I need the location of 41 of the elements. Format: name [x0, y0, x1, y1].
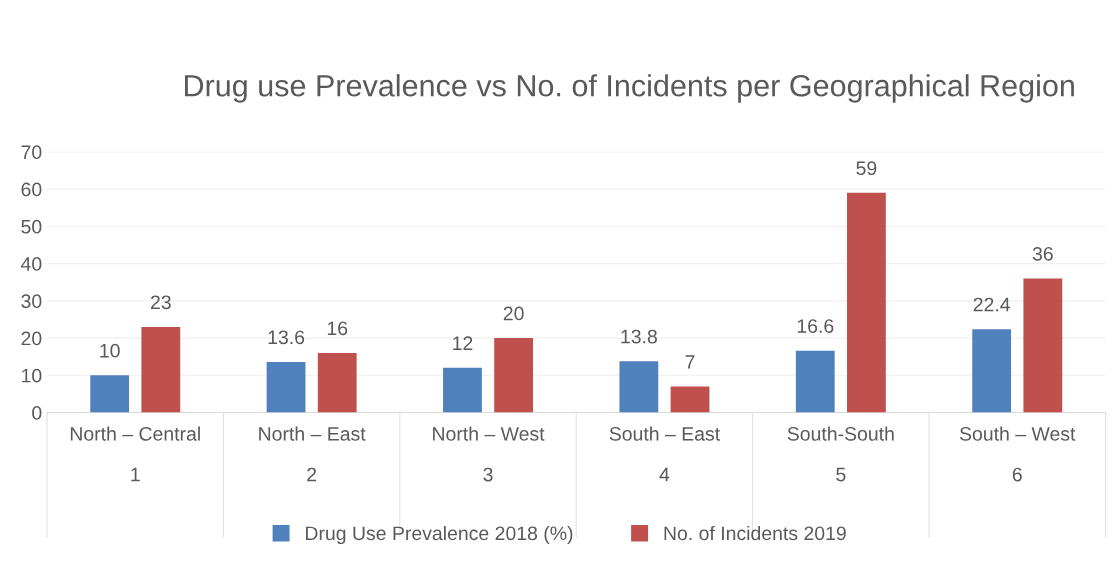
bar: [1023, 278, 1063, 413]
category-label: South – West 6: [959, 426, 1076, 482]
bar: [847, 192, 886, 413]
data-label: 16: [327, 321, 348, 336]
bar: [972, 329, 1012, 413]
data-label: 23: [150, 295, 171, 310]
y-tick-label: 40: [21, 257, 42, 271]
category-label: North – West 3: [433, 426, 545, 482]
data-label: 36: [1032, 246, 1053, 261]
category-label: South-South 5: [787, 426, 894, 482]
bar: [670, 386, 710, 413]
y-tick-label: 20: [21, 331, 42, 346]
legend-label: Drug Use Prevalence 2018 (%): [306, 525, 573, 545]
bar: [90, 375, 130, 413]
chart-title: Drug use Prevalence vs No. of Incidents per Geographical Region: [185, 74, 1074, 103]
data-label: 13.8: [621, 329, 657, 344]
y-tick-label: 50: [21, 219, 42, 234]
data-label: 22.4: [973, 297, 1011, 312]
data-label: 7: [685, 355, 695, 369]
legend-label: No. of Incidents 2019: [664, 525, 846, 541]
data-label: 12: [453, 336, 473, 350]
data-label: 16.6: [797, 319, 834, 333]
category-label: South – East 4: [609, 426, 720, 482]
data-label: 20: [503, 306, 524, 321]
data-label: 10: [100, 343, 120, 358]
category-label: North – Central 1: [70, 426, 200, 482]
bar: [141, 326, 181, 413]
y-tick-label: 70: [21, 145, 42, 160]
y-tick-label: 60: [21, 182, 42, 197]
data-label: 13.6: [268, 330, 305, 345]
bar: [619, 361, 659, 413]
bar: [494, 338, 534, 413]
y-tick-label: 0: [32, 406, 42, 420]
category-label: North – East 2: [259, 426, 366, 482]
y-tick-label: 30: [21, 294, 42, 309]
bar: [795, 350, 835, 413]
bar: [266, 361, 306, 413]
bar: [443, 367, 482, 413]
bar: [317, 352, 357, 413]
data-label: 59: [856, 161, 877, 176]
y-tick-label: 10: [22, 368, 42, 383]
